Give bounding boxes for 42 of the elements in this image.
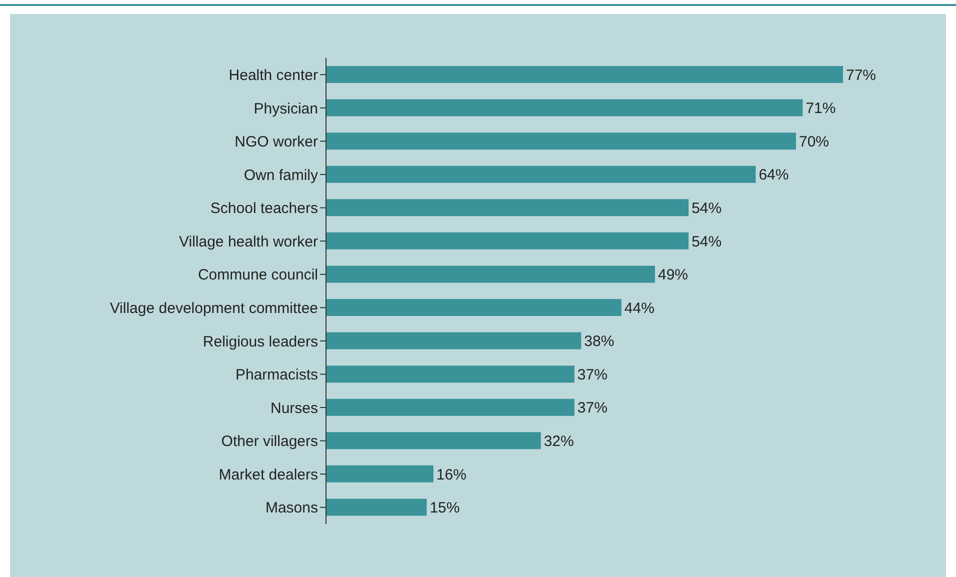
y-tick-label: Health center <box>228 66 318 84</box>
data-label: 37% <box>577 400 608 417</box>
data-label: 32% <box>544 432 574 450</box>
data-label: 64% <box>758 166 789 184</box>
bar <box>326 332 582 350</box>
bar <box>326 432 541 450</box>
y-tick-label: Religious leaders <box>202 333 318 350</box>
bar <box>326 299 622 316</box>
bar <box>326 266 655 283</box>
data-label: 54% <box>692 200 722 217</box>
y-tick-label: Village health worker <box>179 233 318 250</box>
data-label: 70% <box>799 133 830 150</box>
data-label: 77% <box>846 66 876 84</box>
y-tick-label: Pharmacists <box>235 366 318 384</box>
bar <box>326 199 689 216</box>
bar <box>326 465 434 482</box>
data-label: 16% <box>436 466 466 484</box>
bar <box>326 232 689 250</box>
y-tick-label: Nurses <box>270 400 318 417</box>
data-label: 37% <box>577 366 608 384</box>
y-tick-label: Village development committee <box>110 300 318 317</box>
data-label: 15% <box>430 500 460 517</box>
y-tick-label: School teachers <box>210 200 318 218</box>
bar <box>326 498 427 516</box>
data-label: 54% <box>692 233 722 250</box>
y-tick-label: Other villagers <box>221 433 318 450</box>
bar <box>326 366 574 383</box>
data-label: 49% <box>658 266 688 284</box>
y-tick-label: Market dealers <box>218 466 318 484</box>
bar <box>326 99 803 116</box>
y-tick-label: Commune council <box>198 266 318 284</box>
y-tick-label: Own family <box>244 166 318 184</box>
bar <box>326 166 756 183</box>
y-tick-label: NGO worker <box>234 134 318 151</box>
data-label: 38% <box>584 333 614 350</box>
y-tick-label: Masons <box>265 500 318 517</box>
y-tick-label: Physician <box>254 100 318 118</box>
data-label: 71% <box>806 100 836 118</box>
bar <box>326 132 796 150</box>
bar <box>326 66 843 83</box>
bar <box>326 398 574 416</box>
data-label: 44% <box>624 300 654 317</box>
